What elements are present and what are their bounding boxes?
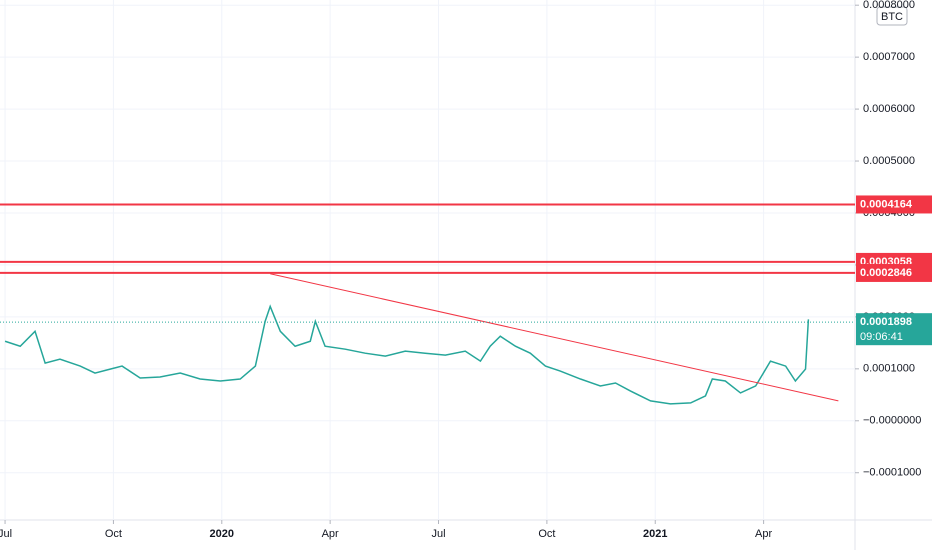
y-tick-label: 0.0006000	[863, 103, 915, 115]
price-line	[4, 304, 810, 405]
x-tick-label: Oct	[105, 528, 122, 540]
trend-line	[270, 273, 839, 402]
x-tick-label: Oct	[538, 528, 555, 540]
x-tick-label: 2021	[643, 528, 667, 540]
x-tick-label: Apr	[322, 528, 339, 540]
level-badge	[856, 263, 932, 282]
y-tick-label: 0.0007000	[863, 51, 915, 63]
y-tick-label: 0.0008000	[863, 0, 915, 11]
y-tick-label: 0.0005000	[863, 155, 915, 167]
last-price-label: 0.0001898	[860, 316, 912, 328]
level-badge	[856, 195, 932, 214]
currency-label[interactable]: BTC	[881, 11, 903, 23]
level-label: 0.0004164	[860, 198, 913, 210]
currency-badge[interactable]	[876, 6, 908, 26]
x-tick-label: Jul	[431, 528, 445, 540]
x-tick-label: 2020	[210, 528, 234, 540]
last-price-badge	[856, 313, 932, 346]
y-tick-label: −0.0001000	[863, 467, 921, 479]
x-tick-label: Jul	[0, 528, 12, 540]
y-tick-label: −0.0000000	[863, 415, 921, 427]
level-label: 0.0002846	[860, 267, 912, 279]
y-tick-label: 0.0001000	[863, 363, 915, 375]
countdown-label: 09:06:41	[860, 331, 903, 343]
x-tick-label: Apr	[755, 528, 772, 540]
